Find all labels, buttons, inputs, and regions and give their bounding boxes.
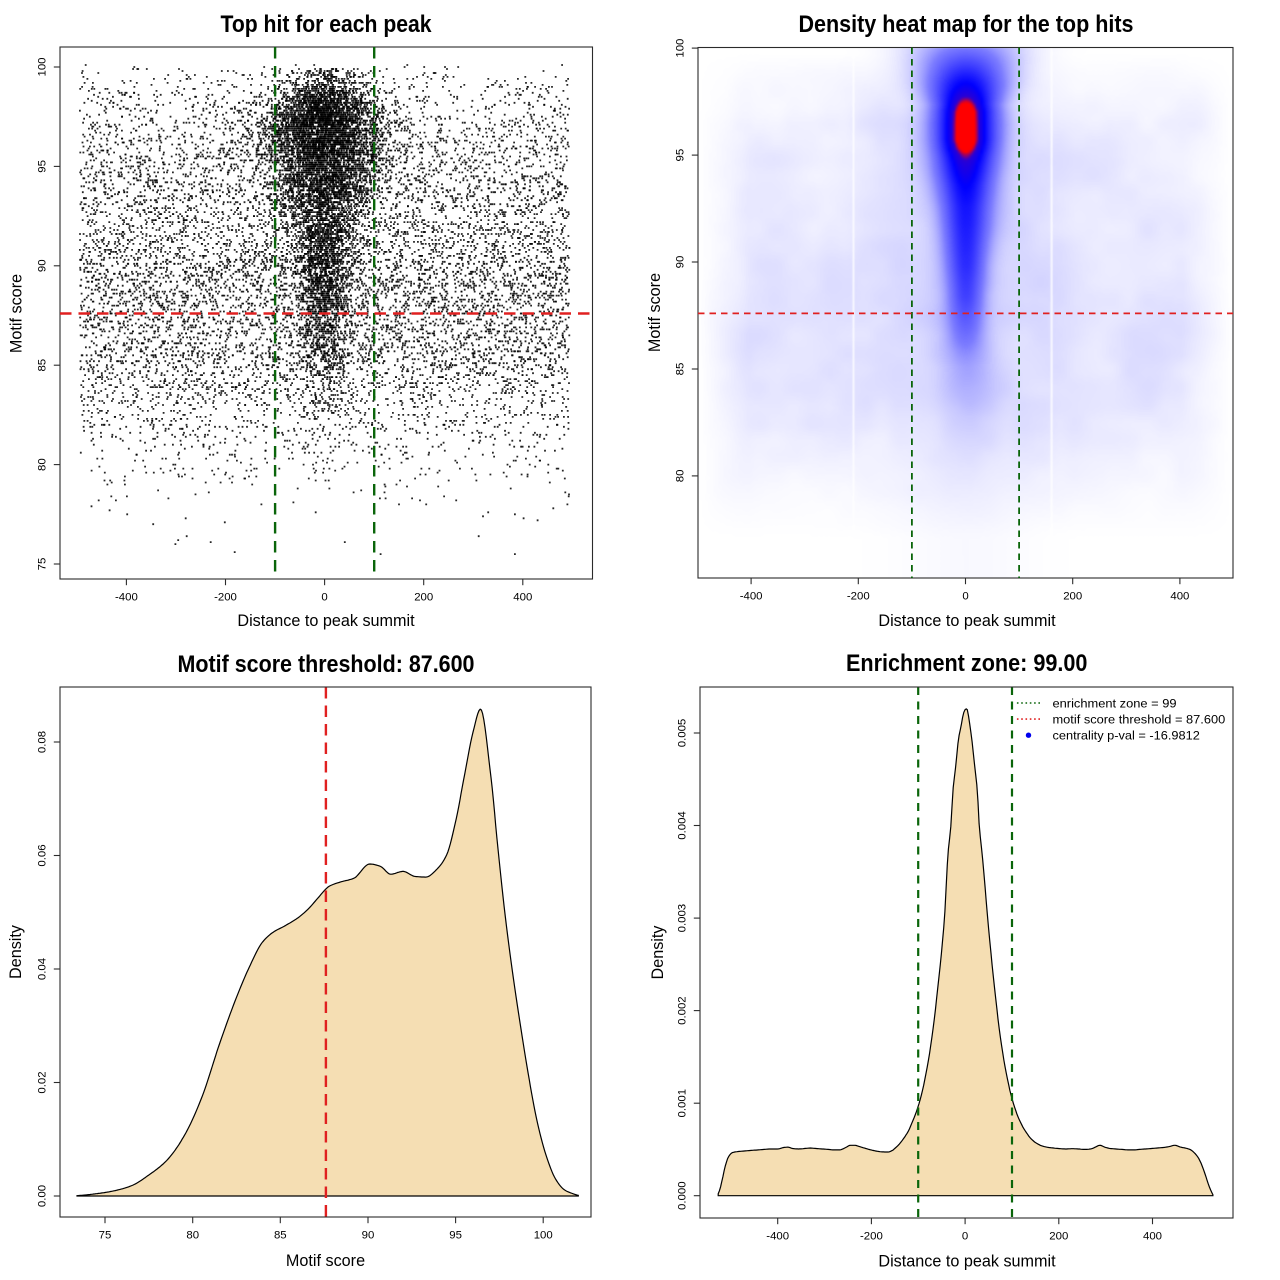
svg-text:-200: -200 — [860, 1231, 883, 1243]
svg-text:centrality p-val = -16.9812: centrality p-val = -16.9812 — [1053, 729, 1200, 743]
svg-text:200: 200 — [1063, 591, 1082, 603]
svg-text:90: 90 — [362, 1230, 375, 1242]
svg-text:0.04: 0.04 — [37, 958, 49, 980]
svg-text:0.004: 0.004 — [677, 811, 689, 840]
svg-text:100: 100 — [37, 57, 49, 76]
svg-text:-200: -200 — [847, 591, 870, 603]
svg-text:Motif score threshold: 87.600: Motif score threshold: 87.600 — [178, 651, 475, 678]
svg-text:Distance to peak summit: Distance to peak summit — [878, 612, 1056, 630]
svg-text:Top hit for each peak: Top hit for each peak — [221, 11, 433, 38]
svg-text:-400: -400 — [740, 591, 763, 603]
svg-text:80: 80 — [186, 1230, 199, 1242]
svg-text:95: 95 — [675, 149, 687, 162]
svg-text:90: 90 — [37, 259, 49, 272]
svg-text:0: 0 — [962, 591, 968, 603]
svg-text:0.08: 0.08 — [37, 731, 49, 753]
svg-text:200: 200 — [1049, 1231, 1068, 1243]
svg-text:75: 75 — [99, 1230, 112, 1242]
svg-text:Distance to peak summit: Distance to peak summit — [878, 1252, 1056, 1270]
svg-text:Density: Density — [649, 925, 667, 980]
svg-text:Motif score: Motif score — [8, 274, 26, 353]
svg-text:400: 400 — [1143, 1231, 1162, 1243]
svg-text:85: 85 — [675, 363, 687, 376]
svg-text:95: 95 — [449, 1230, 462, 1242]
svg-text:0.003: 0.003 — [677, 904, 689, 933]
svg-text:0.02: 0.02 — [37, 1071, 49, 1093]
svg-text:Enrichment zone: 99.00: Enrichment zone: 99.00 — [846, 650, 1088, 677]
svg-text:0.001: 0.001 — [677, 1089, 689, 1118]
svg-text:-400: -400 — [115, 592, 138, 604]
svg-text:85: 85 — [37, 359, 49, 372]
svg-text:0.000: 0.000 — [677, 1181, 689, 1210]
svg-text:Density heat map for the top h: Density heat map for the top hits — [799, 11, 1134, 38]
svg-text:80: 80 — [675, 470, 687, 483]
svg-text:0: 0 — [962, 1231, 968, 1243]
svg-text:0: 0 — [321, 592, 327, 604]
svg-text:0.00: 0.00 — [37, 1185, 49, 1207]
svg-text:Motif score: Motif score — [286, 1252, 365, 1270]
svg-text:100: 100 — [675, 39, 687, 58]
svg-text:90: 90 — [675, 256, 687, 269]
svg-text:80: 80 — [37, 458, 49, 471]
svg-text:400: 400 — [513, 592, 532, 604]
svg-text:100: 100 — [534, 1230, 553, 1242]
svg-text:0.005: 0.005 — [677, 719, 689, 748]
svg-text:75: 75 — [37, 558, 49, 571]
svg-text:400: 400 — [1170, 591, 1189, 603]
svg-text:motif score threshold = 87.600: motif score threshold = 87.600 — [1053, 712, 1226, 726]
svg-text:0.002: 0.002 — [677, 996, 689, 1025]
svg-text:-200: -200 — [214, 592, 237, 604]
svg-text:95: 95 — [37, 160, 49, 173]
svg-text:85: 85 — [274, 1230, 287, 1242]
svg-text:0.06: 0.06 — [37, 844, 49, 866]
svg-text:Motif score: Motif score — [646, 273, 664, 352]
svg-text:Density: Density — [7, 924, 25, 979]
svg-text:enrichment zone = 99: enrichment zone = 99 — [1053, 696, 1177, 710]
svg-text:200: 200 — [414, 592, 433, 604]
svg-text:Distance to peak summit: Distance to peak summit — [237, 612, 415, 630]
svg-text:-400: -400 — [766, 1231, 789, 1243]
